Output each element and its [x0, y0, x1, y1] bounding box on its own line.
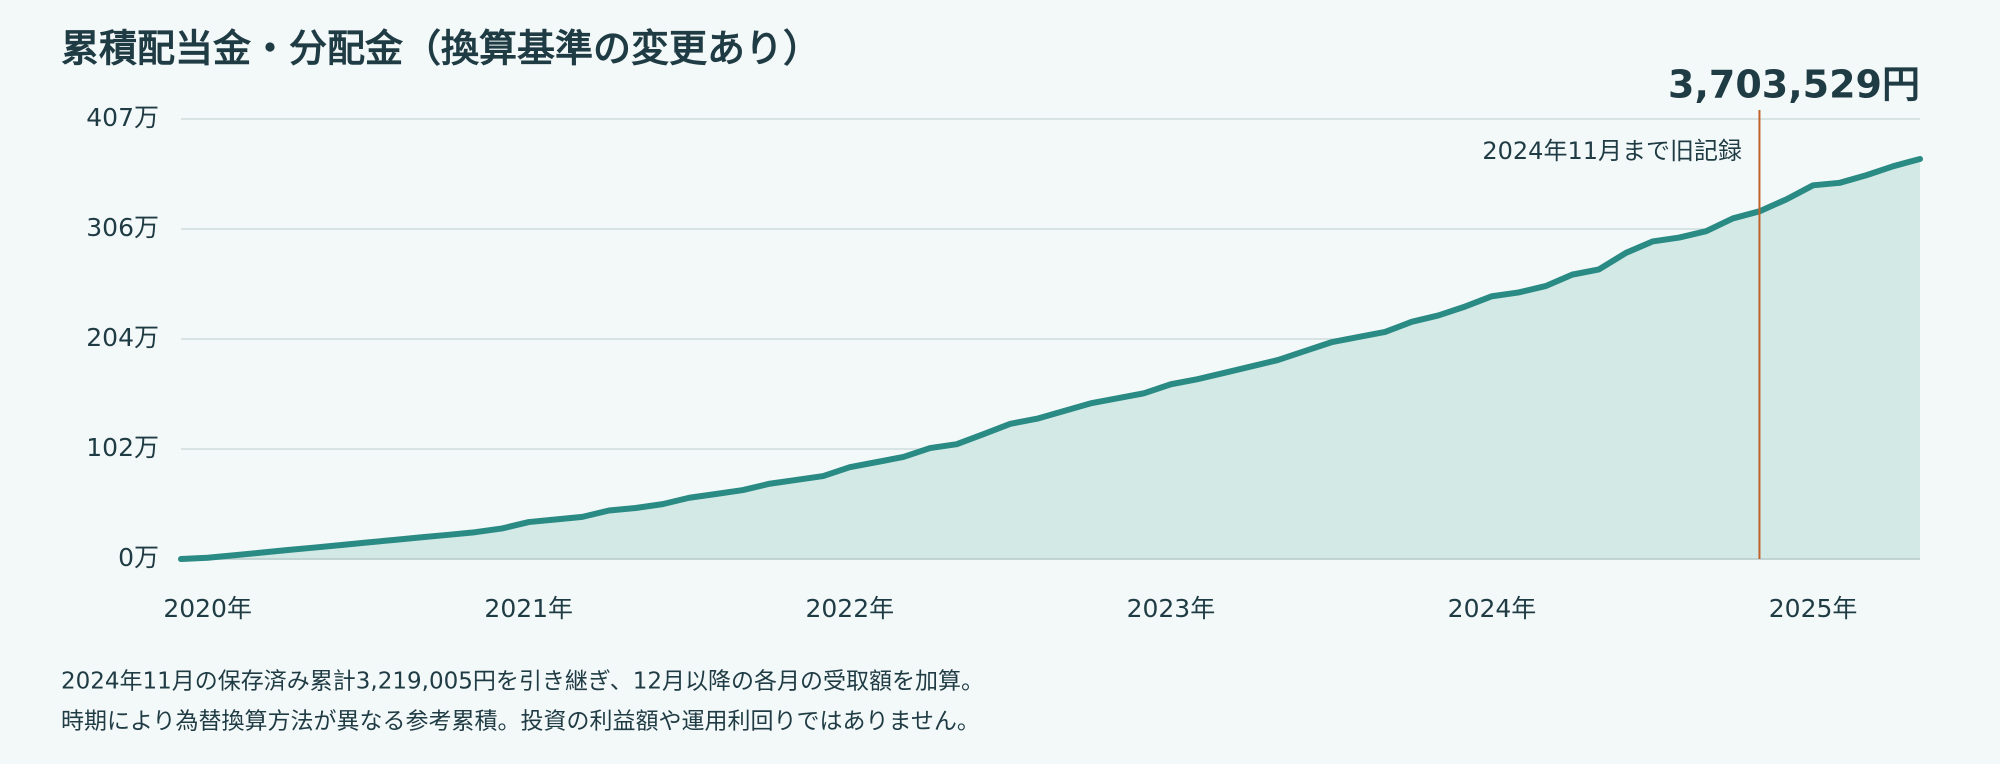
x-tick-label: 2025年 [1769, 594, 1858, 623]
x-tick-label: 2023年 [1127, 594, 1216, 623]
y-tick-label: 407万 [86, 103, 159, 132]
x-tick-label: 2021年 [484, 594, 573, 623]
y-tick-label: 0万 [118, 543, 159, 572]
area [181, 159, 1920, 560]
note: 2024年11月の保存済み累計3,219,005円を引き継ぎ、12月以降の各月の… [61, 669, 984, 695]
callout: 3,703,529円 [1668, 63, 1920, 107]
annotation-label: 2024年11月まで旧記録 [1482, 137, 1742, 165]
x-tick-label: 2022年 [806, 594, 895, 623]
x-tick-label: 2024年 [1448, 594, 1537, 623]
y-tick-label: 102万 [86, 433, 159, 462]
y-tick-label: 204万 [86, 323, 159, 352]
y-tick-label: 306万 [86, 213, 159, 242]
line [178, 156, 1923, 562]
x-tick-label: 2020年 [163, 594, 252, 623]
note: 時期により為替換算方法が異なる参考累積。投資の利益額や運用利回りではありません。 [61, 709, 980, 735]
chart-title: 累積配当金・分配金（換算基準の変更あり） [61, 27, 821, 71]
